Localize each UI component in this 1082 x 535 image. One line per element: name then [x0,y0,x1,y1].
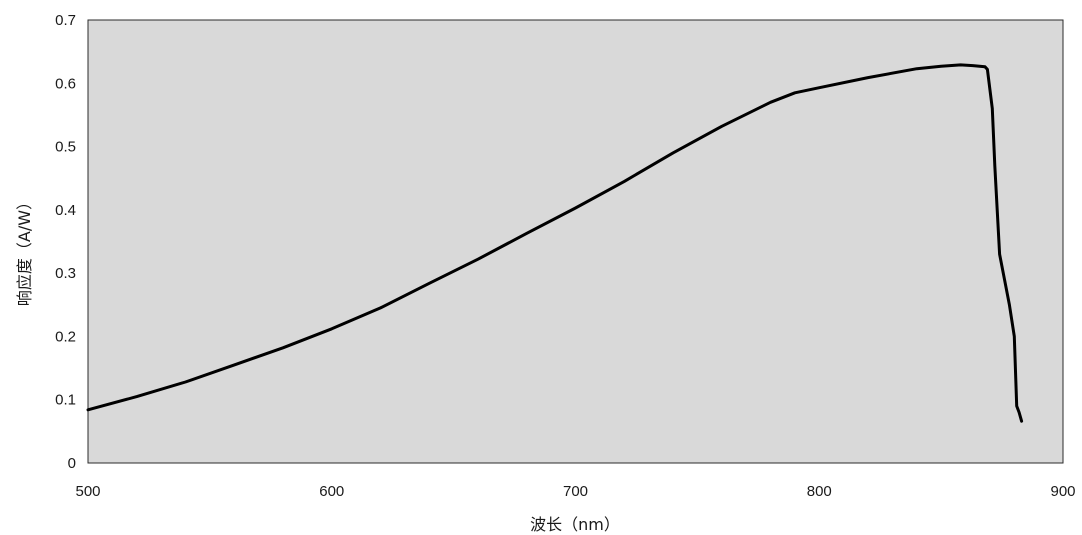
x-tick-label: 900 [1050,483,1075,500]
x-tick-label: 800 [807,483,832,500]
y-tick-labels: 0 0.1 0.2 0.3 0.4 0.5 0.6 0.7 [55,12,76,472]
x-tick-label: 600 [319,483,344,500]
y-tick-label: 0.5 [55,139,76,156]
y-tick-label: 0.6 [55,75,76,92]
x-axis-title: 波长（nm） [530,515,620,534]
series-line [86,63,1024,423]
y-tick-label: 0.7 [55,12,76,29]
plot-area [87,19,1064,464]
x-tick-label: 700 [563,483,588,500]
y-tick-label: 0 [68,455,76,472]
y-tick-label: 0.1 [55,392,76,409]
x-tick-labels: 500 600 700 800 900 [75,483,1075,500]
y-axis-title: 响应度（A/W） [15,194,34,306]
x-tick-label: 500 [75,483,100,500]
y-tick-label: 0.4 [55,202,76,219]
y-tick-label: 0.2 [55,328,76,345]
y-tick-label: 0.3 [55,265,76,282]
